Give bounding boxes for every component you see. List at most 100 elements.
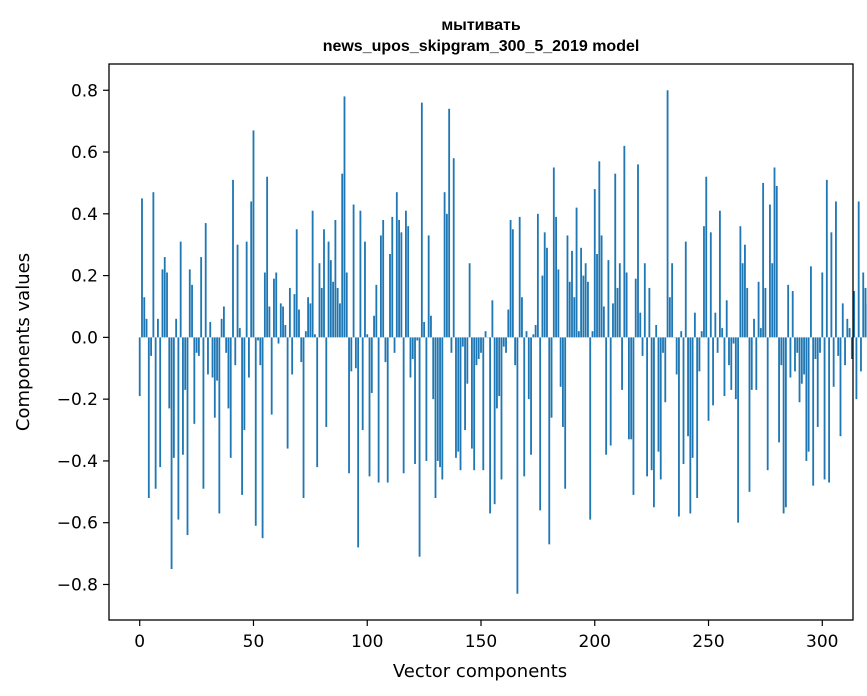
bar-161 bbox=[505, 337, 507, 353]
bar-8 bbox=[157, 318, 159, 338]
bar-87 bbox=[336, 287, 339, 338]
bar-139 bbox=[455, 337, 457, 458]
bar-107 bbox=[382, 219, 385, 338]
bar-30 bbox=[207, 337, 209, 375]
bar-298 bbox=[816, 337, 819, 427]
bar-93 bbox=[350, 337, 353, 372]
bar-303 bbox=[828, 337, 831, 483]
bar-273 bbox=[759, 328, 762, 338]
bar-190 bbox=[571, 250, 573, 338]
x-tick-label: 300 bbox=[806, 632, 838, 652]
bar-106 bbox=[379, 235, 382, 338]
bar-221 bbox=[641, 337, 644, 356]
bar-178 bbox=[543, 232, 546, 338]
bar-304 bbox=[830, 232, 833, 338]
bar-256 bbox=[721, 328, 724, 338]
bar-154 bbox=[489, 337, 492, 514]
bar-173 bbox=[532, 334, 535, 338]
bar-148 bbox=[475, 337, 478, 366]
bar-95 bbox=[354, 337, 357, 369]
bar-47 bbox=[245, 241, 248, 338]
bar-121 bbox=[414, 337, 416, 465]
bar-24 bbox=[193, 337, 196, 424]
bar-51 bbox=[254, 337, 257, 526]
bar-0 bbox=[138, 337, 141, 397]
bar-141 bbox=[459, 337, 462, 471]
bar-219 bbox=[637, 164, 639, 338]
bar-61 bbox=[277, 337, 280, 344]
bar-213 bbox=[623, 145, 626, 338]
bar-257 bbox=[723, 337, 726, 397]
bar-212 bbox=[621, 337, 623, 390]
bar-312 bbox=[848, 328, 851, 338]
bar-231 bbox=[664, 337, 667, 403]
bar-272 bbox=[757, 281, 760, 338]
bar-247 bbox=[700, 331, 703, 338]
bar-63 bbox=[282, 306, 284, 338]
bar-234 bbox=[671, 263, 674, 338]
bar-241 bbox=[687, 337, 689, 437]
bar-52 bbox=[257, 337, 259, 341]
bar-261 bbox=[732, 337, 735, 344]
bar-264 bbox=[739, 226, 742, 338]
bar-204 bbox=[602, 306, 605, 338]
bar-186 bbox=[562, 337, 564, 427]
bar-114 bbox=[398, 219, 400, 338]
bar-284 bbox=[784, 337, 787, 508]
bar-318 bbox=[862, 272, 865, 338]
bar-174 bbox=[534, 325, 537, 338]
bar-98 bbox=[361, 337, 364, 431]
bar-209 bbox=[614, 173, 617, 338]
bar-183 bbox=[555, 216, 557, 338]
bar-57 bbox=[268, 306, 271, 338]
bar-175 bbox=[536, 213, 539, 338]
bar-172 bbox=[530, 337, 532, 455]
bar-123 bbox=[418, 337, 421, 557]
bar-71 bbox=[300, 337, 303, 363]
bar-66 bbox=[288, 287, 291, 338]
bar-282 bbox=[780, 337, 783, 366]
bar-151 bbox=[482, 337, 485, 471]
y-tick-label: 0.4 bbox=[71, 205, 98, 225]
bar-86 bbox=[334, 219, 337, 338]
bar-39 bbox=[227, 337, 230, 409]
bar-266 bbox=[744, 244, 746, 338]
bar-120 bbox=[411, 337, 414, 359]
bar-65 bbox=[286, 337, 289, 449]
bar-189 bbox=[568, 281, 571, 338]
x-tick-label: 250 bbox=[692, 632, 724, 652]
bar-169 bbox=[523, 337, 526, 477]
bar-29 bbox=[204, 223, 207, 338]
bar-274 bbox=[762, 182, 765, 338]
bar-310 bbox=[844, 337, 846, 366]
bar-202 bbox=[598, 161, 601, 338]
bar-55 bbox=[263, 272, 266, 338]
bar-248 bbox=[703, 226, 705, 338]
bar-252 bbox=[712, 337, 714, 406]
bar-16 bbox=[175, 318, 178, 338]
bar-199 bbox=[591, 331, 594, 338]
bar-305 bbox=[832, 337, 835, 387]
bar-74 bbox=[307, 297, 309, 338]
bar-117 bbox=[405, 210, 407, 338]
bar-230 bbox=[662, 337, 664, 353]
bar-268 bbox=[748, 337, 751, 492]
bar-146 bbox=[470, 337, 473, 449]
bar-158 bbox=[498, 337, 501, 397]
bar-218 bbox=[634, 278, 637, 338]
bar-277 bbox=[769, 204, 771, 338]
bar-263 bbox=[737, 337, 740, 523]
bar-124 bbox=[420, 102, 423, 338]
bar-223 bbox=[646, 337, 648, 477]
bar-319 bbox=[864, 287, 867, 338]
bar-19 bbox=[182, 337, 184, 455]
bar-43 bbox=[236, 244, 239, 338]
bar-182 bbox=[552, 167, 555, 338]
bar-41 bbox=[232, 179, 234, 338]
bar-125 bbox=[423, 321, 426, 338]
bar-126 bbox=[425, 337, 428, 461]
bar-258 bbox=[725, 300, 728, 338]
bar-280 bbox=[775, 186, 778, 338]
bar-109 bbox=[386, 337, 389, 483]
bar-271 bbox=[755, 337, 758, 390]
